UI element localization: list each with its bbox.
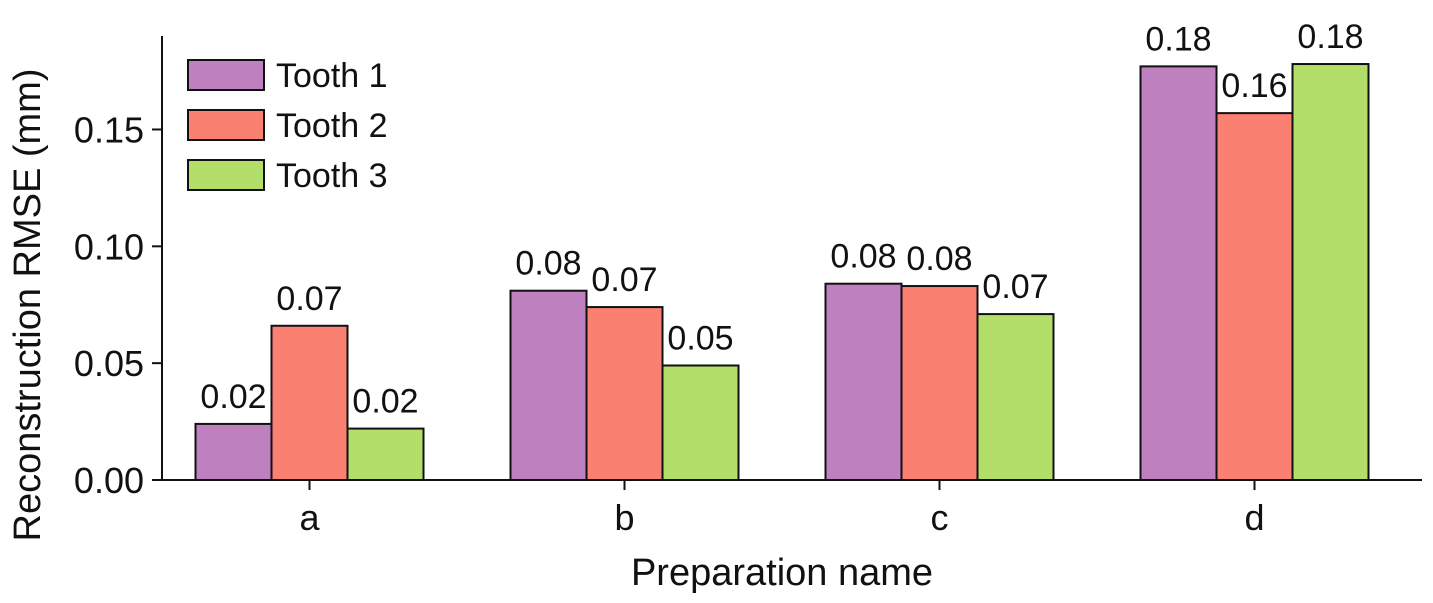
data-label: 0.05 (667, 319, 733, 357)
data-label: 0.16 (1221, 67, 1287, 105)
legend-swatch (187, 159, 265, 191)
bar-a-series-2 (270, 324, 349, 482)
y-axis-title: Reconstruction RMSE (mm) (7, 69, 49, 542)
data-label: 0.02 (352, 383, 418, 421)
x-tick-label: a (299, 497, 320, 538)
y-axis: 0.00 0.05 0.10 0.15 (74, 36, 163, 501)
data-label: 0.08 (515, 245, 581, 283)
x-tick-label: b (614, 497, 634, 538)
legend-label: Tooth 3 (276, 157, 388, 195)
legend-label: Tooth 2 (276, 107, 388, 145)
x-axis: a b c d (162, 479, 1422, 538)
y-tick-label: 0.05 (74, 343, 144, 384)
y-tick-label: 0.00 (74, 460, 144, 501)
data-label: 0.08 (906, 240, 972, 278)
data-label: 0.07 (591, 261, 657, 299)
bar-a-series-3 (346, 427, 425, 482)
bar-d-series-2 (1215, 112, 1294, 482)
data-label: 0.08 (830, 238, 896, 276)
bars (194, 63, 1370, 482)
data-label: 0.18 (1145, 20, 1211, 58)
bar-b-series-3 (661, 364, 740, 482)
bar-d-series-3 (1291, 63, 1370, 481)
bar-b-series-2 (585, 306, 664, 481)
x-tick-label: d (1244, 497, 1264, 538)
bar-c-series-3 (976, 313, 1055, 481)
bar-c-series-1 (824, 282, 903, 481)
data-label: 0.07 (982, 268, 1048, 306)
data-label: 0.18 (1297, 18, 1363, 56)
legend-swatch (187, 59, 265, 91)
bar-c-series-2 (900, 285, 979, 482)
bar-d-series-1 (1139, 65, 1218, 482)
data-labels: 0.02 0.07 0.02 0.08 0.07 0.05 0.08 0.08 0.07 0.18… (200, 18, 1363, 421)
y-tick-label: 0.10 (74, 226, 144, 267)
data-label: 0.07 (276, 280, 342, 318)
data-label: 0.02 (200, 378, 266, 416)
legend-swatch (187, 109, 265, 141)
legend-label: Tooth 1 (276, 57, 388, 95)
y-tick-label: 0.15 (74, 109, 144, 150)
x-tick-label: c (931, 497, 949, 538)
bar-a-series-1 (194, 422, 273, 482)
x-axis-title: Preparation name (631, 552, 933, 594)
legend: Tooth 1 Tooth 2 Tooth 3 (187, 57, 388, 195)
bar-b-series-1 (509, 289, 588, 481)
